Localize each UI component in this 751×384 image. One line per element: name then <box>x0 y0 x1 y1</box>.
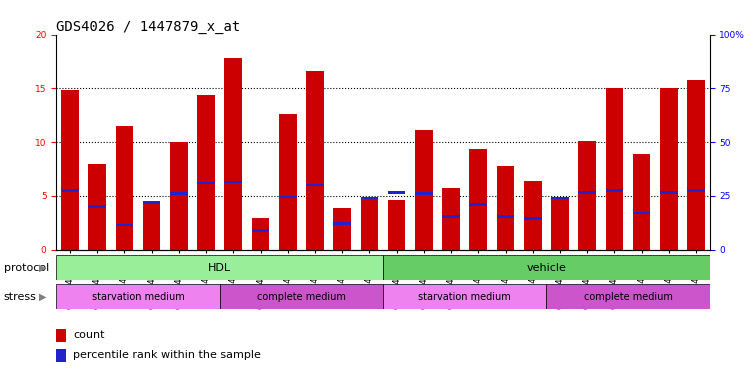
Bar <box>170 192 188 195</box>
Text: percentile rank within the sample: percentile rank within the sample <box>74 350 261 360</box>
Bar <box>89 205 106 208</box>
Bar <box>198 182 215 184</box>
Bar <box>524 181 541 250</box>
Bar <box>524 217 541 220</box>
Text: starvation medium: starvation medium <box>92 291 185 302</box>
Bar <box>578 141 596 250</box>
Bar <box>547 284 710 309</box>
Bar <box>360 199 379 250</box>
Bar <box>252 229 270 232</box>
Bar <box>170 142 188 250</box>
Bar <box>116 126 133 250</box>
Text: vehicle: vehicle <box>526 263 566 273</box>
Bar <box>496 215 514 218</box>
Bar <box>360 197 379 199</box>
Bar <box>383 255 710 280</box>
Bar <box>687 80 705 250</box>
Bar <box>306 184 324 187</box>
Bar <box>415 130 433 250</box>
Bar <box>225 180 242 183</box>
Bar <box>306 71 324 250</box>
Bar <box>56 255 383 280</box>
Bar <box>388 200 406 250</box>
Bar <box>143 201 161 204</box>
Bar <box>469 149 487 250</box>
Text: complete medium: complete medium <box>584 291 672 302</box>
Bar <box>388 191 406 194</box>
Bar <box>633 154 650 250</box>
Bar <box>225 58 242 250</box>
Bar <box>333 222 351 225</box>
Bar <box>551 197 569 199</box>
Bar <box>383 284 547 309</box>
Text: stress: stress <box>4 291 37 302</box>
Bar <box>578 191 596 194</box>
Bar <box>687 189 705 192</box>
Bar <box>633 212 650 214</box>
Bar <box>252 218 270 250</box>
Bar <box>56 329 66 342</box>
Bar <box>660 191 677 194</box>
Bar <box>89 164 106 250</box>
Bar <box>61 91 79 250</box>
Bar <box>198 95 215 250</box>
Text: HDL: HDL <box>208 263 231 273</box>
Bar <box>660 88 677 250</box>
Bar <box>116 223 133 226</box>
Bar <box>605 88 623 250</box>
Bar <box>333 208 351 250</box>
Bar <box>551 198 569 250</box>
Text: count: count <box>74 331 104 341</box>
Text: GDS4026 / 1447879_x_at: GDS4026 / 1447879_x_at <box>56 20 240 33</box>
Bar <box>219 284 383 309</box>
Bar <box>469 203 487 206</box>
Bar <box>442 215 460 218</box>
Bar <box>605 189 623 192</box>
Bar <box>56 349 66 362</box>
Bar <box>143 204 161 250</box>
Bar <box>61 189 79 192</box>
Bar <box>415 192 433 195</box>
Bar <box>56 284 219 309</box>
Text: starvation medium: starvation medium <box>418 291 511 302</box>
Text: ▶: ▶ <box>39 291 47 302</box>
Text: ▶: ▶ <box>39 263 47 273</box>
Bar <box>496 166 514 250</box>
Bar <box>279 195 297 198</box>
Text: complete medium: complete medium <box>257 291 345 302</box>
Bar <box>279 114 297 250</box>
Text: protocol: protocol <box>4 263 49 273</box>
Bar <box>442 188 460 250</box>
